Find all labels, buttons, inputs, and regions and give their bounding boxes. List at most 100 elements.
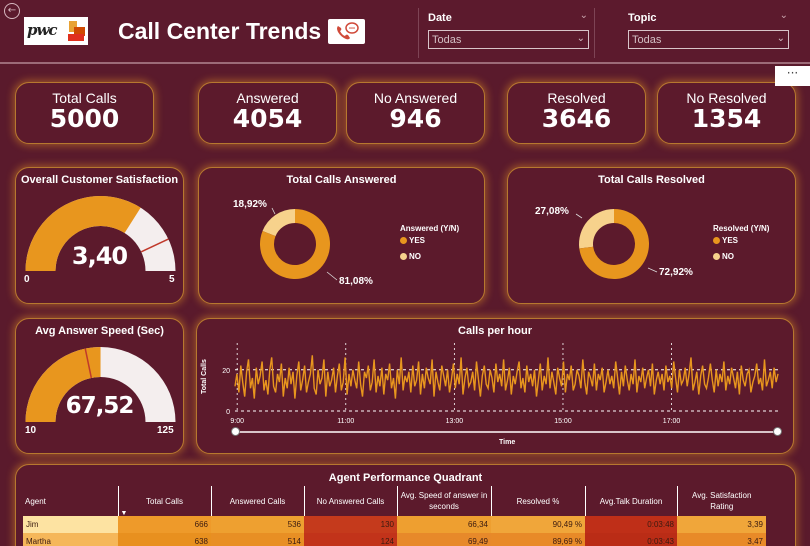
page-title: Call Center Trends — [118, 18, 322, 44]
donut-leader-line — [575, 213, 583, 219]
legend-item-yes[interactable]: YES — [713, 236, 738, 245]
kpi-card-no-resolved[interactable]: No Resolved 1354 — [657, 82, 796, 144]
table-cell: 130 — [304, 516, 397, 533]
kpi-value: 5000 — [49, 104, 120, 133]
answer-speed-gauge-value: 67,52 — [65, 393, 135, 419]
column-header[interactable]: Agent — [25, 496, 46, 506]
calls-per-hour-card[interactable]: Calls per hour 9:00 11:00 13:00 15:00 17:00 0… — [196, 318, 794, 454]
donut-slice-no — [579, 209, 614, 249]
answer-speed-gauge-card[interactable]: Avg Answer Speed (Sec) 67,52 10 125 — [15, 318, 184, 454]
answered-donut-chart — [260, 207, 338, 281]
date-select[interactable]: Todas ⌄ — [428, 30, 589, 49]
column-header[interactable]: Avg. Speed of answer in seconds — [396, 486, 491, 516]
table-cell: 514 — [211, 533, 304, 546]
more-options-icon[interactable]: ··· — [775, 66, 810, 86]
topic-filter-label: Topic — [628, 12, 657, 24]
column-header[interactable]: Total Calls ▼ — [117, 486, 211, 517]
kpi-card-answered[interactable]: Answered 4054 — [198, 82, 337, 144]
header-bar: ← pwc Call Center Trends Date ⌄ Todas ⌄ … — [0, 0, 810, 64]
slider-handle-end[interactable] — [773, 427, 782, 436]
kpi-value: 4054 — [232, 104, 303, 133]
date-filter[interactable]: Date ⌄ Todas ⌄ — [422, 8, 592, 58]
kpi-card-total-calls[interactable]: Total Calls 5000 — [15, 82, 154, 144]
date-select-value: Todas — [432, 34, 462, 46]
table-cell: 90,49 % — [491, 516, 585, 533]
donut-leader-line — [647, 267, 658, 273]
table-cell: Martha — [23, 533, 118, 546]
satisfaction-gauge-title: Overall Customer Satisfaction — [20, 174, 179, 186]
kpi-card-no-answered[interactable]: No Answered 946 — [346, 82, 485, 144]
resolved-donut-chart — [575, 209, 658, 279]
legend-item-yes[interactable]: YES — [400, 236, 425, 245]
kpi-label: No Answered — [373, 90, 458, 106]
x-tick-label: 15:00 — [554, 418, 572, 425]
table-cell: 0:03:43 — [585, 533, 677, 546]
table-cell: Jim — [23, 516, 118, 533]
table-cell: 536 — [211, 516, 304, 533]
table-cell: 638 — [118, 533, 211, 546]
kpi-label: No Resolved — [686, 90, 767, 106]
resolved-donut-card[interactable]: Total Calls Resolved 27,08% 72,92% Resol… — [507, 167, 796, 304]
topic-filter[interactable]: Topic ⌄ Todas ⌄ — [622, 8, 792, 58]
chevron-down-icon[interactable]: ⌄ — [779, 10, 788, 21]
kpi-card-resolved[interactable]: Resolved 3646 — [507, 82, 646, 144]
topic-select[interactable]: Todas ⌄ — [628, 30, 789, 49]
agent-performance-table: Agent Total Calls ▼ Answered Calls No Ans… — [23, 486, 766, 546]
satisfaction-gauge — [25, 196, 176, 271]
table-cell: 0:03:48 — [585, 516, 677, 533]
sort-desc-icon[interactable]: ▼ — [120, 510, 128, 517]
donut-leader-line — [271, 207, 276, 215]
column-header[interactable]: Resolved % — [490, 486, 585, 516]
table-cell: 89,69 % — [491, 533, 585, 546]
table-cell: 124 — [304, 533, 397, 546]
gauge-max-label: 125 — [157, 425, 174, 436]
logo-text: pwc — [27, 21, 58, 39]
slider-handle-start[interactable] — [231, 427, 240, 436]
column-header[interactable]: Answered Calls — [210, 486, 304, 516]
time-range-slider[interactable] — [231, 427, 782, 437]
resolved-donut-title: Total Calls Resolved — [598, 174, 705, 186]
column-header[interactable]: No Answered Calls — [303, 486, 397, 516]
donut-slice-yes — [579, 209, 649, 279]
y-axis-label: Total Calls — [201, 359, 208, 394]
donut-label-yes: 81,08% — [339, 276, 373, 287]
table-row[interactable]: Martha 638 514 124 69,49 89,69 % 0:03:43… — [23, 533, 766, 546]
x-axis-label: Time — [499, 439, 516, 446]
satisfaction-gauge-card[interactable]: Overall Customer Satisfaction 3,40 0 5 — [15, 167, 184, 304]
topic-select-value: Todas — [632, 34, 662, 46]
donut-label-no: 18,92% — [233, 199, 267, 210]
pwc-logo: pwc — [24, 17, 88, 45]
gauge-max-label: 5 — [169, 274, 175, 285]
satisfaction-gauge-value: 3,40 — [71, 242, 128, 270]
back-arrow-icon[interactable]: ← — [4, 3, 20, 19]
answer-speed-gauge-title: Avg Answer Speed (Sec) — [35, 325, 164, 337]
answered-donut-card[interactable]: Total Calls Answered 18,92% 81,08% Answe… — [198, 167, 485, 304]
dropdown-arrow-icon[interactable]: ⌄ — [776, 33, 785, 44]
chevron-down-icon[interactable]: ⌄ — [579, 10, 588, 21]
agent-table-title: Agent Performance Quadrant — [328, 472, 483, 484]
legend-title: Resolved (Y/N) — [713, 224, 770, 233]
y-tick-label: 20 — [222, 368, 230, 375]
gauge-target-marker — [84, 348, 93, 379]
dropdown-arrow-icon[interactable]: ⌄ — [576, 33, 585, 44]
gauge-min-label: 0 — [24, 274, 30, 285]
table-row[interactable]: Jim 666 536 130 66,34 90,49 % 0:03:48 3,… — [23, 516, 766, 533]
column-header[interactable]: Avg. Satisfaction Rating — [676, 486, 766, 516]
x-tick-label: 9:00 — [230, 418, 244, 425]
legend-item-no[interactable]: NO — [713, 252, 734, 261]
kpi-value: 946 — [389, 104, 442, 133]
legend-item-no[interactable]: NO — [400, 252, 421, 261]
donut-slice-no — [262, 209, 295, 237]
column-header[interactable]: Avg.Talk Duration — [584, 486, 677, 516]
kpi-label: Total Calls — [52, 90, 117, 106]
x-tick-label: 17:00 — [663, 418, 681, 425]
answer-speed-gauge — [25, 347, 176, 422]
gauge-fill — [25, 347, 101, 422]
kpi-label: Answered — [236, 90, 299, 106]
donut-label-yes: 72,92% — [659, 267, 693, 278]
kpi-value: 3646 — [541, 104, 612, 133]
table-header-row: Agent Total Calls ▼ Answered Calls No Ans… — [23, 486, 766, 517]
legend-title: Answered (Y/N) — [400, 224, 460, 233]
table-cell: 3,39 — [677, 516, 766, 533]
